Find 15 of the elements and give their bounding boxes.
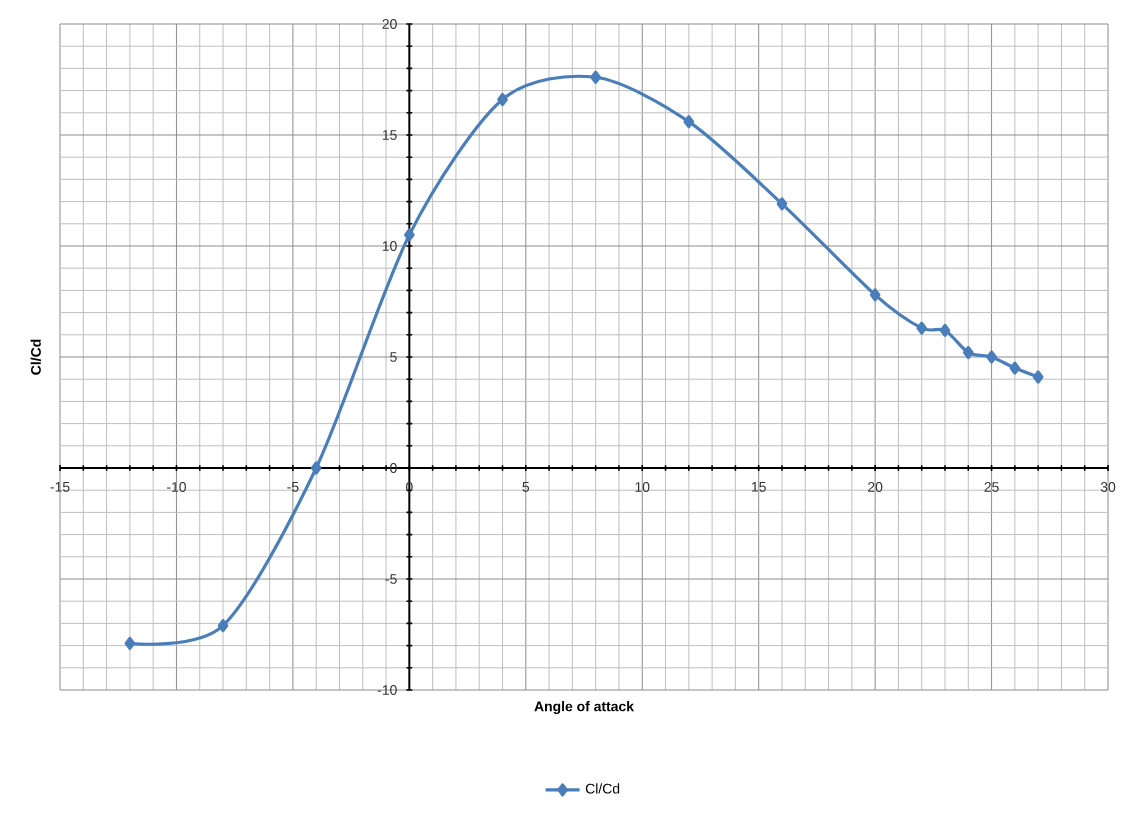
point <box>1032 370 1044 384</box>
point <box>939 323 951 337</box>
point <box>962 345 974 360</box>
point <box>986 350 997 364</box>
point <box>310 461 322 475</box>
point <box>683 115 695 129</box>
point <box>590 70 601 84</box>
point <box>404 228 415 242</box>
point <box>1009 361 1021 375</box>
point <box>217 619 229 633</box>
point <box>869 288 881 302</box>
point <box>916 321 928 335</box>
point <box>124 636 136 650</box>
point <box>497 92 508 107</box>
point <box>776 197 788 211</box>
